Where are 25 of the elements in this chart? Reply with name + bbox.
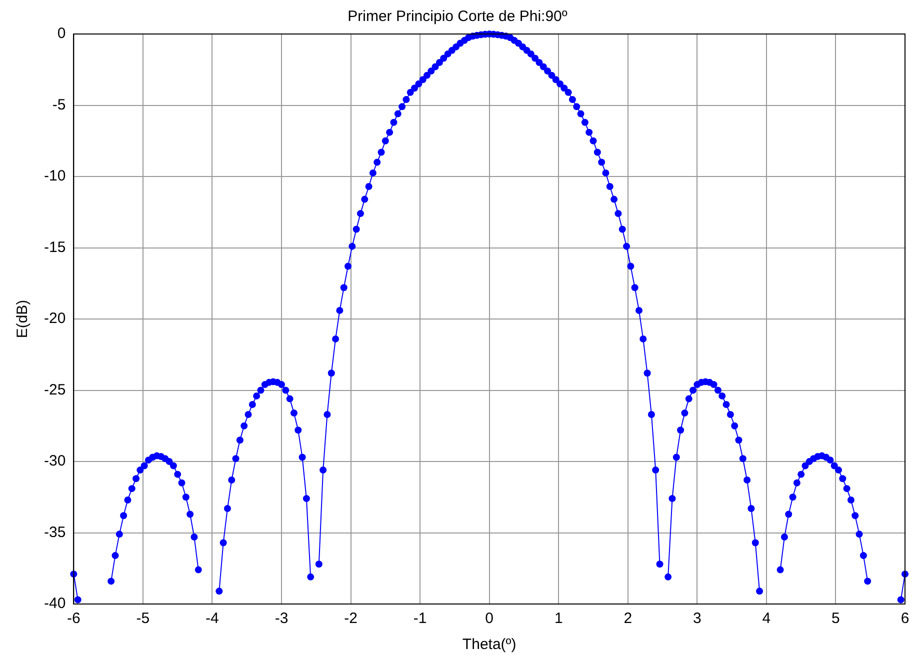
x-tick-label: 5 (832, 610, 840, 628)
y-axis-title: E(dB) (14, 300, 32, 338)
x-tick-label: 4 (762, 610, 771, 628)
y-tick-label: -35 (44, 524, 66, 541)
y-tick-label: 0 (57, 25, 66, 42)
x-tick-label: -3 (274, 610, 288, 628)
y-tick-label: -25 (44, 381, 66, 398)
x-tick-label: -4 (206, 610, 219, 628)
y-tick-label: -40 (44, 595, 66, 612)
x-tick-label: -2 (344, 610, 358, 628)
x-tick-label: 2 (624, 610, 632, 628)
x-tick-label: 3 (693, 610, 702, 628)
x-tick-label: -6 (67, 610, 80, 628)
chart-title: Primer Principio Corte de Phi:90º (348, 8, 568, 26)
y-tick-label: -15 (44, 238, 66, 256)
y-tick-label: -30 (44, 452, 66, 470)
y-tick-label: -5 (52, 96, 66, 114)
x-tick-label: 0 (485, 610, 494, 628)
x-axis-title: Theta(º) (462, 636, 516, 654)
x-tick-label: -5 (136, 610, 150, 628)
x-tick-label: 6 (900, 610, 910, 628)
x-tick-label: 1 (554, 610, 563, 628)
y-tick-label: -20 (44, 310, 66, 328)
y-tick-label: -10 (44, 168, 66, 185)
x-tick-label: -1 (413, 610, 427, 628)
